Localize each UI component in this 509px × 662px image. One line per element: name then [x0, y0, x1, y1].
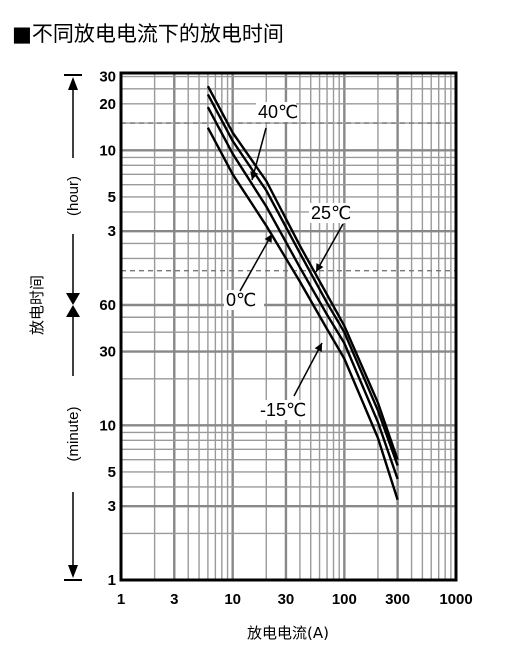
y-tick-label: 20 [99, 96, 116, 113]
y-tick-label: 30 [99, 344, 116, 361]
arrow-up-icon [66, 305, 80, 317]
frame [119, 71, 458, 582]
arrow-up-icon [68, 77, 78, 90]
series-label-bg [258, 400, 310, 420]
series-label: -15℃ [260, 400, 306, 420]
x-axis-label: 放电电流(A) [247, 624, 329, 642]
y-tick-label: 1 [108, 572, 116, 589]
x-tick-label: 1 [117, 591, 125, 608]
series-line [206, 85, 399, 461]
y-tick-label: 30 [99, 69, 116, 86]
series-line [206, 93, 399, 466]
curve-labels: 40℃ 25℃ 0℃ -15℃ [224, 102, 351, 420]
unit-minute-label: (minute) [65, 406, 82, 461]
arrow-down-icon [68, 565, 78, 578]
series-label: 25℃ [311, 203, 351, 223]
series-label: 40℃ [258, 102, 298, 122]
leader-arrow-icon [250, 171, 258, 180]
y-tick-label: 60 [99, 297, 116, 314]
x-tick-label: 3 [170, 591, 178, 608]
x-tick-label: 300 [385, 591, 410, 608]
arrow-down-icon [66, 293, 80, 305]
series-line [206, 106, 399, 480]
leader-arrow-icon [314, 343, 322, 352]
y-axis-label: 放电时间 [28, 275, 46, 335]
leader-line [293, 342, 323, 397]
x-tick-label: 100 [332, 591, 357, 608]
leader-line [239, 233, 273, 292]
chart-title: ■不同放电电流下的放电时间 [12, 22, 284, 46]
unit-hour-label: (hour) [65, 176, 82, 216]
y-tick-label: 3 [108, 498, 116, 515]
plot-border [119, 71, 458, 582]
series-line [206, 127, 399, 501]
grid [119, 73, 456, 581]
y-tick-label: 10 [99, 142, 116, 159]
y-tick-label: 3 [108, 223, 116, 240]
curves [206, 85, 399, 501]
series-label-bg [224, 290, 264, 310]
series-label-bg [256, 102, 296, 122]
y-tick-label: 5 [108, 189, 116, 206]
leader-arrow-icon [264, 234, 272, 243]
y-side-annotations: (hour) (minute) [64, 74, 82, 581]
leader-line [315, 223, 344, 273]
leader-arrow-icon [316, 263, 324, 272]
x-tick-label: 1000 [439, 591, 472, 608]
leader-line [251, 127, 267, 181]
x-tick-label: 10 [224, 591, 241, 608]
series-label: 0℃ [226, 290, 256, 310]
y-tick-label: 10 [99, 417, 116, 434]
x-tick-label: 30 [278, 591, 295, 608]
series-label-bg [309, 203, 349, 223]
y-tick-label: 5 [108, 464, 116, 481]
tick-labels: 1 3 10 30 100 300 1000 30 20 10 5 3 60 30 10 5 3 1 放电电流(A)… [28, 69, 473, 642]
